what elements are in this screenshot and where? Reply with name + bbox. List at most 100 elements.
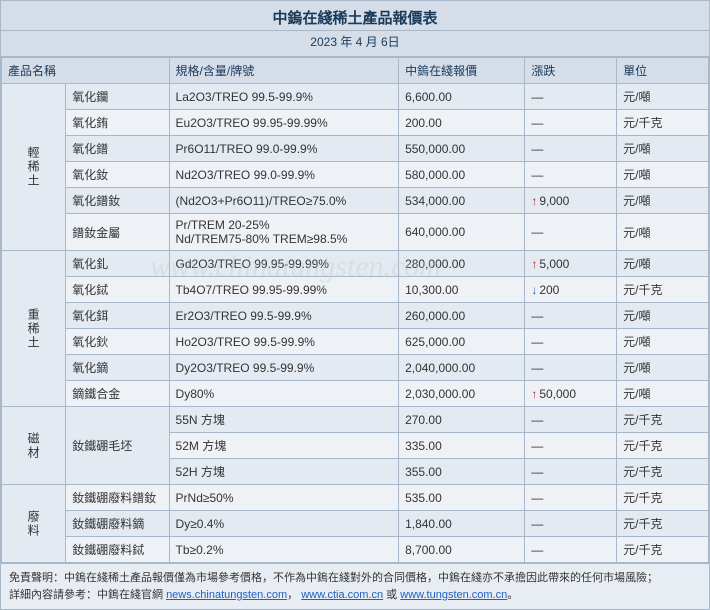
product-unit: 元/千克: [617, 459, 709, 485]
product-name: 釹鐵硼毛坯: [66, 407, 169, 485]
product-change: —: [525, 433, 617, 459]
footer-link-3[interactable]: www.tungsten.com.cn: [400, 589, 507, 601]
product-spec: Gd2O3/TREO 99.95-99.99%: [169, 251, 399, 277]
footer-link-2[interactable]: www.ctia.com.cn: [301, 589, 383, 601]
product-change: —: [525, 303, 617, 329]
price-table-container: 中鎢在綫稀土產品報價表 2023 年 4 月 6日 產品名稱 規格/含量/牌號 …: [0, 0, 710, 610]
product-price: 270.00: [399, 407, 525, 433]
product-unit: 元/千克: [617, 537, 709, 563]
product-name: 氧化鏑: [66, 355, 169, 381]
table-row: 氧化鐠釹(Nd2O3+Pr6O11)/TREO≥75.0%534,000.009…: [2, 188, 709, 214]
product-unit: 元/噸: [617, 84, 709, 110]
product-change: —: [525, 136, 617, 162]
product-price: 335.00: [399, 433, 525, 459]
product-change: —: [525, 84, 617, 110]
product-name: 氧化鈥: [66, 329, 169, 355]
product-spec: 55N 方塊: [169, 407, 399, 433]
product-change: —: [525, 355, 617, 381]
product-unit: 元/千克: [617, 110, 709, 136]
product-unit: 元/噸: [617, 381, 709, 407]
product-price: 550,000.00: [399, 136, 525, 162]
product-spec: La2O3/TREO 99.5-99.9%: [169, 84, 399, 110]
product-unit: 元/千克: [617, 277, 709, 303]
product-spec: 52H 方塊: [169, 459, 399, 485]
header-price: 中鎢在綫報價: [399, 58, 525, 84]
product-name: 鏑鐵合金: [66, 381, 169, 407]
header-change: 漲跌: [525, 58, 617, 84]
product-unit: 元/噸: [617, 355, 709, 381]
product-spec: Dy80%: [169, 381, 399, 407]
table-row: 氧化鋱Tb4O7/TREO 99.95-99.99%10,300.00200元/…: [2, 277, 709, 303]
product-unit: 元/噸: [617, 251, 709, 277]
product-price: 625,000.00: [399, 329, 525, 355]
category-label: 磁材: [2, 407, 66, 485]
product-change: —: [525, 485, 617, 511]
product-change: 50,000: [525, 381, 617, 407]
product-change: —: [525, 162, 617, 188]
product-spec: Ho2O3/TREO 99.5-99.9%: [169, 329, 399, 355]
product-change: —: [525, 459, 617, 485]
product-price: 580,000.00: [399, 162, 525, 188]
product-spec: (Nd2O3+Pr6O11)/TREO≥75.0%: [169, 188, 399, 214]
product-name: 氧化鐠釹: [66, 188, 169, 214]
product-change: —: [525, 537, 617, 563]
table-row: 氧化釹Nd2O3/TREO 99.0-99.9%580,000.00—元/噸: [2, 162, 709, 188]
product-change: —: [525, 511, 617, 537]
product-name: 釹鐵硼廢料鏑: [66, 511, 169, 537]
category-label: 重稀土: [2, 251, 66, 407]
table-row: 重稀土氧化釓Gd2O3/TREO 99.95-99.99%280,000.005…: [2, 251, 709, 277]
product-name: 釹鐵硼廢料鋱: [66, 537, 169, 563]
product-name: 氧化鐠: [66, 136, 169, 162]
product-change: —: [525, 214, 617, 251]
product-change: 200: [525, 277, 617, 303]
table-row: 鏑鐵合金Dy80%2,030,000.0050,000元/噸: [2, 381, 709, 407]
product-spec: Dy≥0.4%: [169, 511, 399, 537]
table-row: 磁材釹鐵硼毛坯55N 方塊270.00—元/千克: [2, 407, 709, 433]
table-row: 釹鐵硼廢料鋱Tb≥0.2%8,700.00—元/千克: [2, 537, 709, 563]
table-row: 廢料釹鐵硼廢料鐠釹PrNd≥50%535.00—元/千克: [2, 485, 709, 511]
product-change: 9,000: [525, 188, 617, 214]
product-price: 1,840.00: [399, 511, 525, 537]
product-spec: Nd2O3/TREO 99.0-99.9%: [169, 162, 399, 188]
product-name: 氧化鋱: [66, 277, 169, 303]
header-unit: 單位: [617, 58, 709, 84]
product-name: 氧化銪: [66, 110, 169, 136]
product-unit: 元/噸: [617, 329, 709, 355]
detail-prefix: 詳細內容請參考：中鎢在綫官網: [9, 589, 166, 601]
product-price: 640,000.00: [399, 214, 525, 251]
product-price: 355.00: [399, 459, 525, 485]
table-row: 輕稀土氧化鑭La2O3/TREO 99.5-99.9%6,600.00—元/噸: [2, 84, 709, 110]
header-name: 產品名稱: [2, 58, 170, 84]
table-title: 中鎢在綫稀土產品報價表: [1, 1, 709, 31]
product-unit: 元/千克: [617, 433, 709, 459]
footer-link-1[interactable]: news.chinatungsten.com: [166, 589, 287, 601]
header-row: 產品名稱 規格/含量/牌號 中鎢在綫報價 漲跌 單位: [2, 58, 709, 84]
product-spec: Er2O3/TREO 99.5-99.9%: [169, 303, 399, 329]
product-price: 535.00: [399, 485, 525, 511]
product-price: 8,700.00: [399, 537, 525, 563]
product-unit: 元/千克: [617, 511, 709, 537]
table-row: 氧化鐠Pr6O11/TREO 99.0-99.9%550,000.00—元/噸: [2, 136, 709, 162]
product-price: 200.00: [399, 110, 525, 136]
table-row: 氧化鉺Er2O3/TREO 99.5-99.9%260,000.00—元/噸: [2, 303, 709, 329]
category-label: 輕稀土: [2, 84, 66, 251]
footer-disclaimer: 免責聲明：中鎢在綫稀土產品報價僅為市場參考價格，不作為中鎢在綫對外的合同價格，中…: [1, 563, 709, 609]
product-spec: Eu2O3/TREO 99.95-99.99%: [169, 110, 399, 136]
table-row: 氧化銪Eu2O3/TREO 99.95-99.99%200.00—元/千克: [2, 110, 709, 136]
product-spec: 52M 方塊: [169, 433, 399, 459]
product-unit: 元/噸: [617, 162, 709, 188]
product-unit: 元/噸: [617, 303, 709, 329]
header-spec: 規格/含量/牌號: [169, 58, 399, 84]
product-spec: Pr/TREM 20-25%Nd/TREM75-80% TREM≥98.5%: [169, 214, 399, 251]
disclaimer-text: 免責聲明：中鎢在綫稀土產品報價僅為市場參考價格，不作為中鎢在綫對外的合同價格，中…: [9, 572, 658, 584]
product-unit: 元/噸: [617, 136, 709, 162]
product-spec: Dy2O3/TREO 99.5-99.9%: [169, 355, 399, 381]
product-name: 氧化釓: [66, 251, 169, 277]
product-spec: PrNd≥50%: [169, 485, 399, 511]
product-spec: Tb4O7/TREO 99.95-99.99%: [169, 277, 399, 303]
product-name: 氧化鉺: [66, 303, 169, 329]
product-change: 5,000: [525, 251, 617, 277]
product-price: 260,000.00: [399, 303, 525, 329]
product-unit: 元/噸: [617, 188, 709, 214]
table-date: 2023 年 4 月 6日: [1, 31, 709, 57]
